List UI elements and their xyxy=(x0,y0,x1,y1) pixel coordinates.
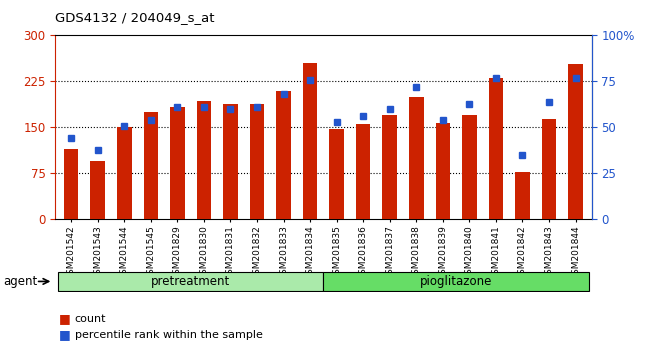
Text: pioglitazone: pioglitazone xyxy=(420,274,492,287)
Bar xyxy=(170,107,185,219)
Bar xyxy=(196,101,211,219)
Text: pretreatment: pretreatment xyxy=(151,274,230,287)
Bar xyxy=(330,129,344,219)
Bar xyxy=(90,161,105,219)
Text: count: count xyxy=(75,314,106,324)
Bar xyxy=(276,91,291,219)
Bar xyxy=(541,119,556,219)
Bar xyxy=(489,78,503,219)
Bar xyxy=(324,272,589,291)
Bar xyxy=(436,122,450,219)
Bar xyxy=(303,63,317,219)
Text: percentile rank within the sample: percentile rank within the sample xyxy=(75,330,263,339)
Bar xyxy=(382,115,397,219)
Bar xyxy=(568,64,583,219)
Bar xyxy=(462,115,476,219)
Bar xyxy=(223,104,238,219)
Bar xyxy=(64,149,79,219)
Bar xyxy=(144,112,158,219)
Text: agent: agent xyxy=(3,275,38,288)
Text: GDS4132 / 204049_s_at: GDS4132 / 204049_s_at xyxy=(55,11,214,24)
Bar xyxy=(515,172,530,219)
Bar xyxy=(409,97,424,219)
Bar xyxy=(356,124,370,219)
Bar xyxy=(117,127,131,219)
Bar xyxy=(250,104,265,219)
Text: ■: ■ xyxy=(58,328,70,341)
Text: ■: ■ xyxy=(58,312,70,325)
Bar xyxy=(58,272,324,291)
